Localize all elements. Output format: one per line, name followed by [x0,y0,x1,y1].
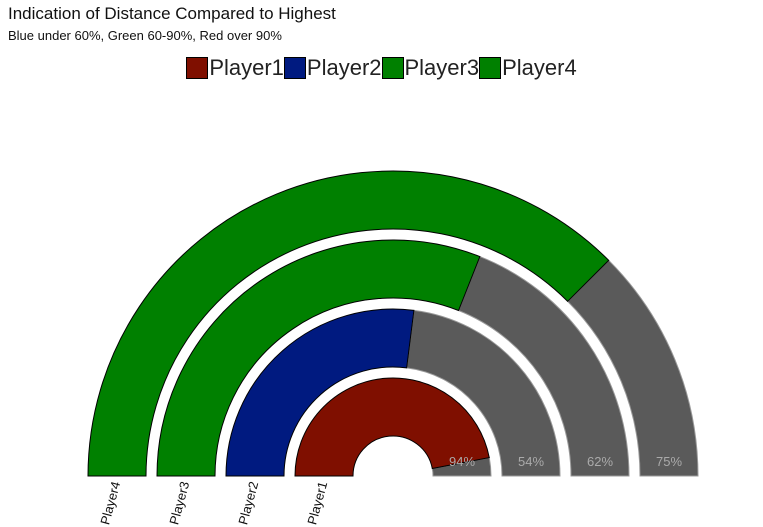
category-label: Player3 [166,480,192,526]
legend-label: Player4 [502,55,577,80]
bar-remainder [566,259,699,477]
value-label: 94% [449,454,475,469]
legend-label: Player1 [209,55,284,80]
bar [225,308,415,477]
legend-item: Player1 [186,55,284,81]
category-label: Player4 [97,480,123,526]
bar [156,239,481,477]
legend-swatch [186,57,209,79]
value-label: 75% [656,454,682,469]
legend-label: Player2 [306,55,382,80]
bar-remainder [406,309,561,477]
legend: Player1 Player2 Player3 Player4 [0,55,763,81]
value-label: 54% [518,454,544,469]
chart-title: Indication of Distance Compared to Highe… [8,4,336,23]
bar-remainder [431,457,492,477]
category-label: Player2 [235,480,261,526]
category-label: Player1 [304,480,330,526]
legend-item: Player2 [283,55,382,81]
legend-swatch [283,57,306,79]
legend-swatch [381,57,404,79]
legend-label: Player3 [404,55,480,80]
bar [87,170,610,477]
legend-item: Player4 [479,55,577,81]
chart-subtitle: Blue under 60%, Green 60-90%, Red over 9… [8,28,282,43]
bar [294,377,490,477]
value-label: 62% [587,454,613,469]
legend-item: Player3 [381,55,480,81]
legend-swatch [479,57,502,79]
bar-remainder [457,255,630,477]
